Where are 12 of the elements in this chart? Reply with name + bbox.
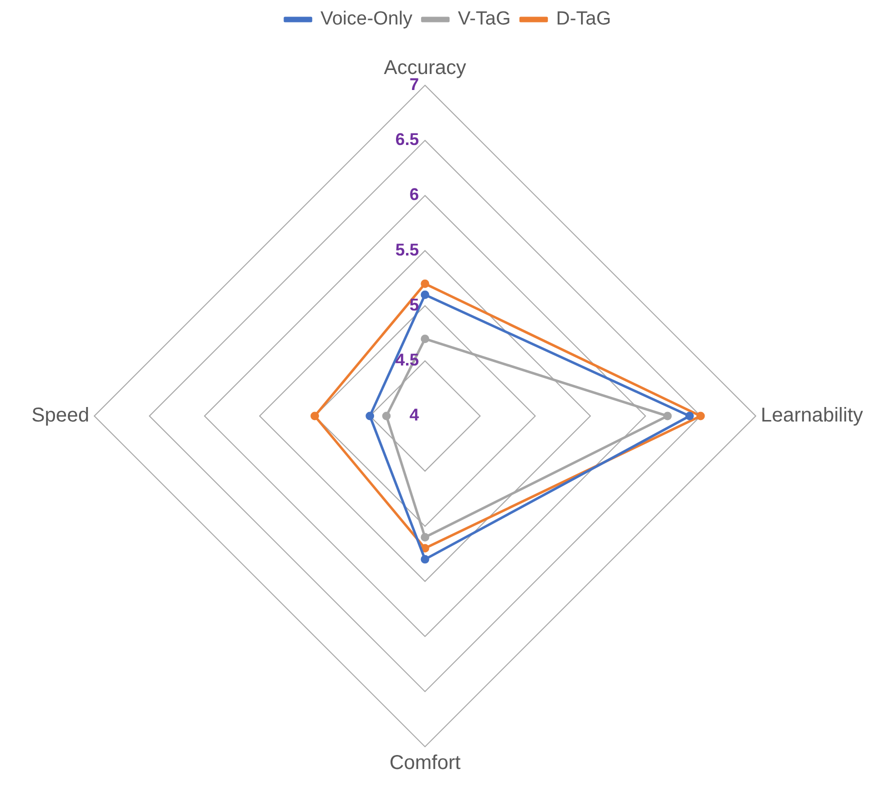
spoke-label: Comfort xyxy=(389,752,462,774)
y-tick-label: 6 xyxy=(410,185,419,204)
y-tick-label: 6.5 xyxy=(395,130,419,150)
spoke-label: Speed xyxy=(31,404,90,427)
legend-label: V-TaG xyxy=(458,8,511,30)
y-tick-label: 4.5 xyxy=(395,350,419,370)
y-tick-label: 5 xyxy=(410,295,419,314)
y-tick-label: 4 xyxy=(410,406,420,425)
legend-label: D-TaG xyxy=(556,8,612,30)
legend-label: Voice-Only xyxy=(320,8,413,30)
spoke-label: Learnability xyxy=(760,404,864,427)
y-tick-label: 5.5 xyxy=(395,240,419,260)
